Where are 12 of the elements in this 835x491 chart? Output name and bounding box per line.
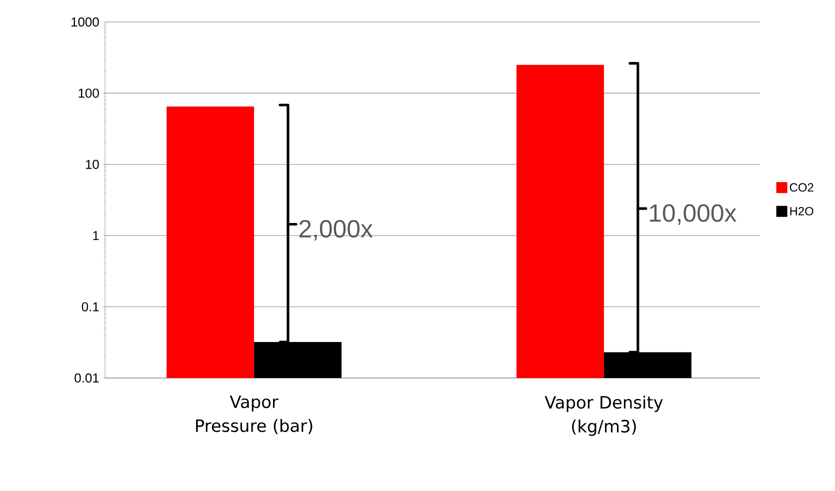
legend-label: H2O	[790, 206, 814, 216]
legend-label: CO2	[790, 183, 814, 192]
y-tick-label: 0.1	[82, 302, 99, 312]
y-tick-label: 0.01	[74, 373, 99, 383]
x-tick-label: Vapor Pressure (bar)	[196, 396, 312, 434]
y-tick-label: 10	[86, 160, 99, 169]
annotation: 10,000x	[650, 204, 736, 225]
x-tick-label: Vapor Density (kg/m3)	[544, 396, 663, 436]
y-tick-label: 100	[78, 88, 99, 98]
y-tick-label: 1000	[72, 17, 99, 27]
y-tick-label: 1	[93, 231, 99, 240]
annotation: 2,000x	[299, 220, 373, 241]
